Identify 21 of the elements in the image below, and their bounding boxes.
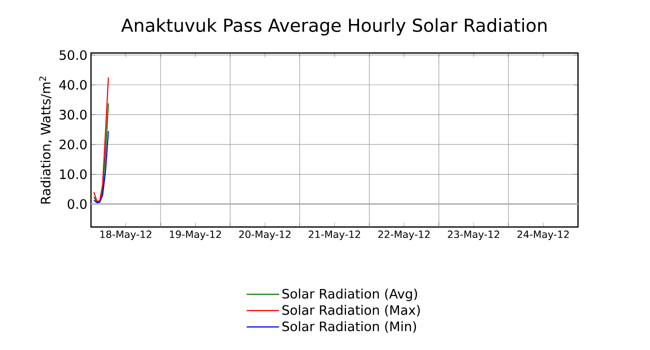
legend-label: Solar Radiation (Avg) [282, 288, 418, 302]
y-tick-label: 50.0 [60, 50, 87, 60]
y-tick-label: 30.0 [60, 110, 87, 120]
x-tick-label: 23-May-12 [448, 230, 500, 240]
chart-title: Anaktuvuk Pass Average Hourly Solar Radiation [121, 18, 546, 36]
y-axis-title: Radiation, Watts/m$^{2}$ [39, 76, 52, 204]
line-series [93, 130, 109, 204]
line-series [93, 102, 109, 202]
x-tick-label: 18-May-12 [100, 230, 152, 240]
x-tick-label: 22-May-12 [378, 230, 430, 240]
x-tick-label: 19-May-12 [170, 230, 221, 240]
y-tick-label: 0.0 [68, 199, 87, 209]
legend-label: Solar Radiation (Min) [282, 321, 416, 333]
legend-label: Solar Radiation (Max) [282, 304, 420, 316]
x-tick-label: 20-May-12 [239, 230, 290, 240]
y-tick-label: 10.0 [60, 169, 87, 180]
y-tick-label: 20.0 [60, 140, 87, 150]
x-tick-label: 21-May-12 [308, 230, 360, 240]
line-series [93, 76, 109, 202]
y-tick-label: 40.0 [59, 80, 87, 90]
x-tick-label: 24-May-12 [517, 230, 569, 240]
